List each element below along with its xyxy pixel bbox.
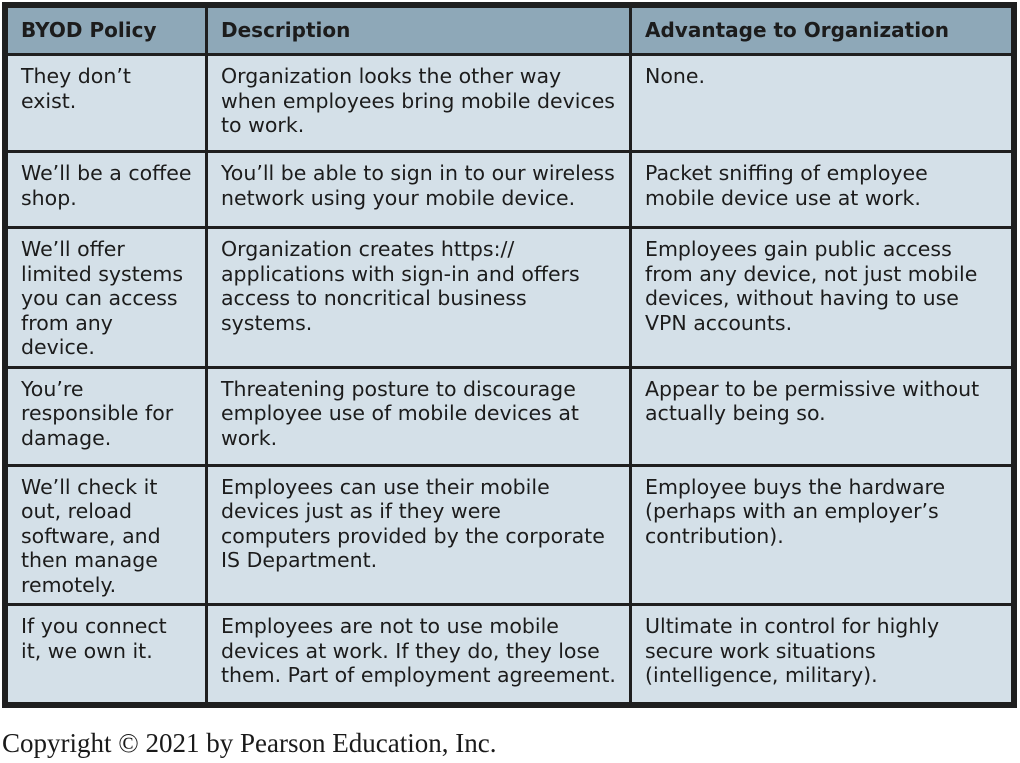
- description-cell: You’ll be able to sign in to our wireles…: [205, 150, 632, 229]
- policy-cell: We’ll offer limited systems you can acce…: [5, 226, 208, 369]
- table-header-row: BYOD Policy Description Advantage to Org…: [5, 5, 1014, 56]
- description-cell: Organization creates https:// applicatio…: [205, 226, 632, 369]
- advantage-cell: Appear to be permissive without actually…: [629, 365, 1014, 467]
- policy-cell: They don’t exist.: [5, 53, 208, 153]
- byod-policy-table: BYOD Policy Description Advantage to Org…: [5, 5, 1014, 705]
- policy-cell: If you connect it, we own it.: [5, 603, 208, 705]
- table-row: We’ll be a coffee shop. You’ll be able t…: [5, 150, 1014, 229]
- table-row: They don’t exist. Organization looks the…: [5, 53, 1014, 153]
- table-row: We’ll offer limited systems you can acce…: [5, 226, 1014, 369]
- advantage-cell: Packet sniffing of employee mobile devic…: [629, 150, 1014, 229]
- advantage-cell: Employees gain public access from any de…: [629, 226, 1014, 369]
- table-row: We’ll check it out, reload software, and…: [5, 463, 1014, 606]
- advantage-cell: None.: [629, 53, 1014, 153]
- advantage-cell: Employee buys the hardware (perhaps with…: [629, 463, 1014, 606]
- copyright-notice: Copyright © 2021 by Pearson Education, I…: [2, 728, 497, 758]
- policy-cell: We’ll check it out, reload software, and…: [5, 463, 208, 606]
- description-cell: Organization looks the other way when em…: [205, 53, 632, 153]
- byod-policy-table-frame: BYOD Policy Description Advantage to Org…: [2, 2, 1017, 708]
- header-byod-policy: BYOD Policy: [5, 5, 208, 56]
- description-cell: Employees can use their mobile devices j…: [205, 463, 632, 606]
- advantage-cell: Ultimate in control for highly secure wo…: [629, 603, 1014, 705]
- header-description: Description: [205, 5, 632, 56]
- header-advantage: Advantage to Organization: [629, 5, 1014, 56]
- description-cell: Employees are not to use mobile devices …: [205, 603, 632, 705]
- description-cell: Threatening posture to discourage employ…: [205, 365, 632, 467]
- table-row: You’re responsible for damage. Threateni…: [5, 365, 1014, 467]
- policy-cell: We’ll be a coffee shop.: [5, 150, 208, 229]
- policy-cell: You’re responsible for damage.: [5, 365, 208, 467]
- table-row: If you connect it, we own it. Employees …: [5, 603, 1014, 705]
